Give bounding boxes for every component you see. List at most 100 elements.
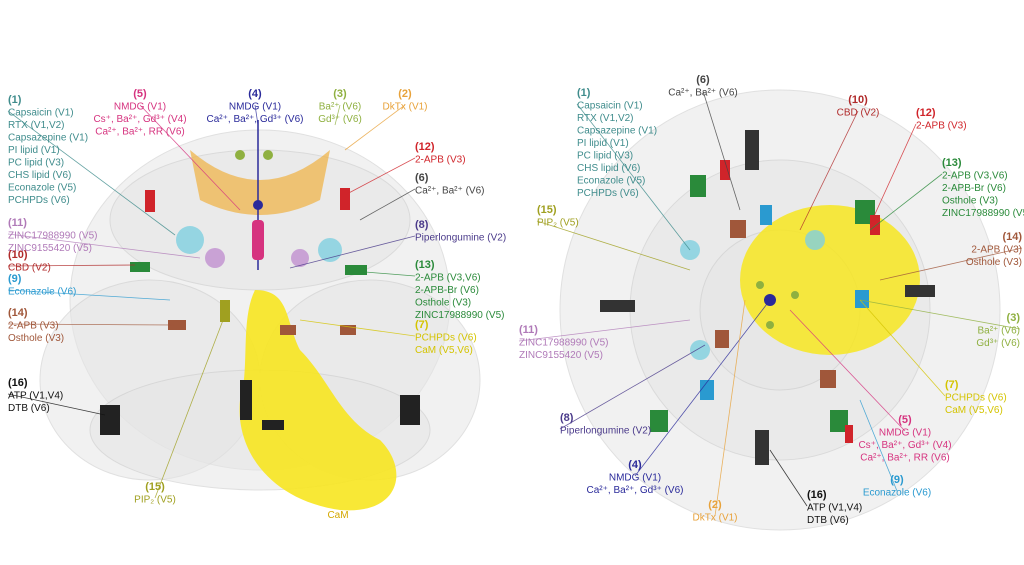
site-label: (1) Capsaicin (V1) RTX (V1,V2) Capsazepine … <box>577 87 657 199</box>
site-ligand: Cs⁺, Ba²⁺, Gd³⁺ (V4) <box>93 114 186 125</box>
site-number: (2) <box>398 88 412 100</box>
site-number: (9) <box>890 474 904 486</box>
leader-line <box>344 157 416 196</box>
site-label: (10) CBD (V2) <box>837 94 880 119</box>
site-ligand: Osthole (V3) <box>966 257 1022 268</box>
site-label: (5) NMDG (V1) Cs⁺, Ba²⁺, Gd³⁺ (V4) Ca²⁺, Ba… <box>858 414 951 464</box>
leader-line <box>789 309 906 432</box>
site-number: (7) <box>415 319 429 331</box>
site-label: (7) PCHPDs (V6) CaM (V5,V6) <box>415 319 477 356</box>
leader-line <box>139 104 241 211</box>
leader-line <box>299 319 416 337</box>
site-number: (10) <box>8 249 28 261</box>
site-ligand: Osthole (V3) <box>8 333 64 344</box>
site-ligand: Cs⁺, Ba²⁺, Gd³⁺ (V4) <box>858 440 951 451</box>
site-label: (2) DkTx (V1) <box>693 499 738 524</box>
site-ligand: DTB (V6) <box>807 515 849 526</box>
site-ligand: Econazole (V6) <box>863 488 931 499</box>
leader-line <box>359 188 416 221</box>
leader-line <box>879 247 1023 281</box>
site-label: (6) Ca²⁺, Ba²⁺ (V6) <box>415 172 484 197</box>
site-ligand: Capsazepine (V1) <box>577 126 657 137</box>
site-number: (13) <box>942 157 962 169</box>
site-label: (10) CBD (V2) <box>8 249 51 274</box>
site-ligand: Gd³⁺ (V6) <box>976 338 1020 349</box>
site-ligand: Capsaicin (V1) <box>577 101 643 112</box>
site-number: (3) <box>333 88 347 100</box>
site-ligand: 2-APB-Br (V6) <box>942 183 1006 194</box>
site-ligand: NMDG (V1) <box>879 428 931 439</box>
site-ligand: ZINC17988990 (V5) <box>8 231 98 242</box>
site-ligand: RTX (V1,V2) <box>577 113 634 124</box>
site-ligand: Ca²⁺, Ba²⁺, Gd³⁺ (V6) <box>207 114 304 125</box>
site-ligand: Ca²⁺, Ba²⁺ (V6) <box>415 186 484 197</box>
site-number: (10) <box>848 94 868 106</box>
site-label: (9) Econazole (V6) <box>8 273 76 298</box>
site-label: (4) NMDG (V1) Ca²⁺, Ba²⁺, Gd³⁺ (V6) <box>587 459 684 496</box>
site-ligand: 2-APB (V3,V6) <box>942 171 1008 182</box>
site-number: (2) <box>708 499 722 511</box>
site-ligand: Ca²⁺, Ba²⁺, RR (V6) <box>860 453 949 464</box>
site-ligand: PCHPDs (V6) <box>415 333 477 344</box>
leader-line <box>154 314 226 499</box>
leader-line <box>7 233 201 259</box>
site-label: (1) Capsaicin (V1) RTX (V1,V2) Capsazepine … <box>8 94 88 206</box>
site-ligand: Ba²⁺ (V6) <box>319 102 362 113</box>
site-number: (15) <box>145 481 165 493</box>
site-ligand: 2-APB (V3) <box>916 121 967 132</box>
leader-line <box>702 90 741 211</box>
site-ligand: CaM (V5,V6) <box>945 405 1003 416</box>
site-ligand: PIP₂ (V5) <box>134 495 176 506</box>
site-label: (13) 2-APB (V3,V6) 2-APB-Br (V6) Osthole (V… <box>942 157 1024 219</box>
site-number: (16) <box>807 489 827 501</box>
leader-line <box>859 299 1021 330</box>
site-number: (6) <box>696 74 710 86</box>
site-label: (14) 2-APB (V3) Osthole (V3) <box>8 307 64 344</box>
site-number: (14) <box>1002 231 1022 243</box>
site-number: (4) <box>628 459 642 471</box>
site-ligand: Piperlongumine (V2) <box>415 233 506 244</box>
site-label: (3) Ba²⁺ (V6) Gd³⁺ (V6) <box>976 312 1020 349</box>
site-number: (12) <box>415 141 435 153</box>
site-ligand: CHS lipid (V6) <box>8 170 71 181</box>
site-label: (2) DkTx (V1) <box>383 88 428 113</box>
site-ligand: Ca²⁺, Ba²⁺, RR (V6) <box>95 127 184 138</box>
site-label: (9) Econazole (V6) <box>863 474 931 499</box>
site-label: (6) Ca²⁺, Ba²⁺ (V6) <box>668 74 737 99</box>
site-ligand: Osthole (V3) <box>415 298 471 309</box>
site-ligand: 2-APB (V3) <box>8 321 59 332</box>
site-label: (13) 2-APB (V3,V6) 2-APB-Br (V6) Osthole (V… <box>415 259 505 321</box>
site-number: (7) <box>945 379 959 391</box>
site-ligand: PCHPDs (V6) <box>945 393 1007 404</box>
site-number: (16) <box>8 377 28 389</box>
site-label: (15) PIP₂ (V5) <box>537 204 579 229</box>
site-ligand: PI lipid (V1) <box>8 145 60 156</box>
leader-line <box>869 173 943 231</box>
site-number: (6) <box>415 172 429 184</box>
site-ligand: Econazole (V6) <box>8 287 76 298</box>
site-number: (11) <box>8 217 27 229</box>
labels: (1) Capsaicin (V1) RTX (V1,V2) Capsazepine … <box>7 74 1024 526</box>
site-ligand: ATP (V1,V4) <box>8 391 63 402</box>
site-ligand: NMDG (V1) <box>229 102 281 113</box>
leader-line <box>859 399 898 492</box>
site-label: (11) ZINC17988990 (V5) ZINC9155420 (V5) <box>519 324 609 361</box>
site-ligand: Gd³⁺ (V6) <box>318 114 362 125</box>
leader-line <box>7 323 176 326</box>
site-number: (11) <box>519 324 538 336</box>
site-label: (8) Piperlongumine (V2) <box>560 412 651 437</box>
site-number: (9) <box>8 273 22 285</box>
site-ligand: Osthole (V3) <box>942 196 998 207</box>
site-ligand: ZINC17988990 (V5) <box>942 208 1024 219</box>
site-ligand: ZINC9155420 (V5) <box>8 243 92 254</box>
leader-line <box>536 220 691 271</box>
leader-line <box>799 110 859 231</box>
site-number: (5) <box>133 88 147 100</box>
site-ligand: DkTx (V1) <box>693 513 738 524</box>
site-ligand: ZINC9155420 (V5) <box>519 350 603 361</box>
site-ligand: 2-APB (V3,V6) <box>415 273 481 284</box>
leader-line <box>7 393 106 416</box>
site-label: (16) ATP (V1,V4) DTB (V6) <box>807 489 862 526</box>
site-label: (4) NMDG (V1) Ca²⁺, Ba²⁺, Gd³⁺ (V6) <box>207 88 304 125</box>
